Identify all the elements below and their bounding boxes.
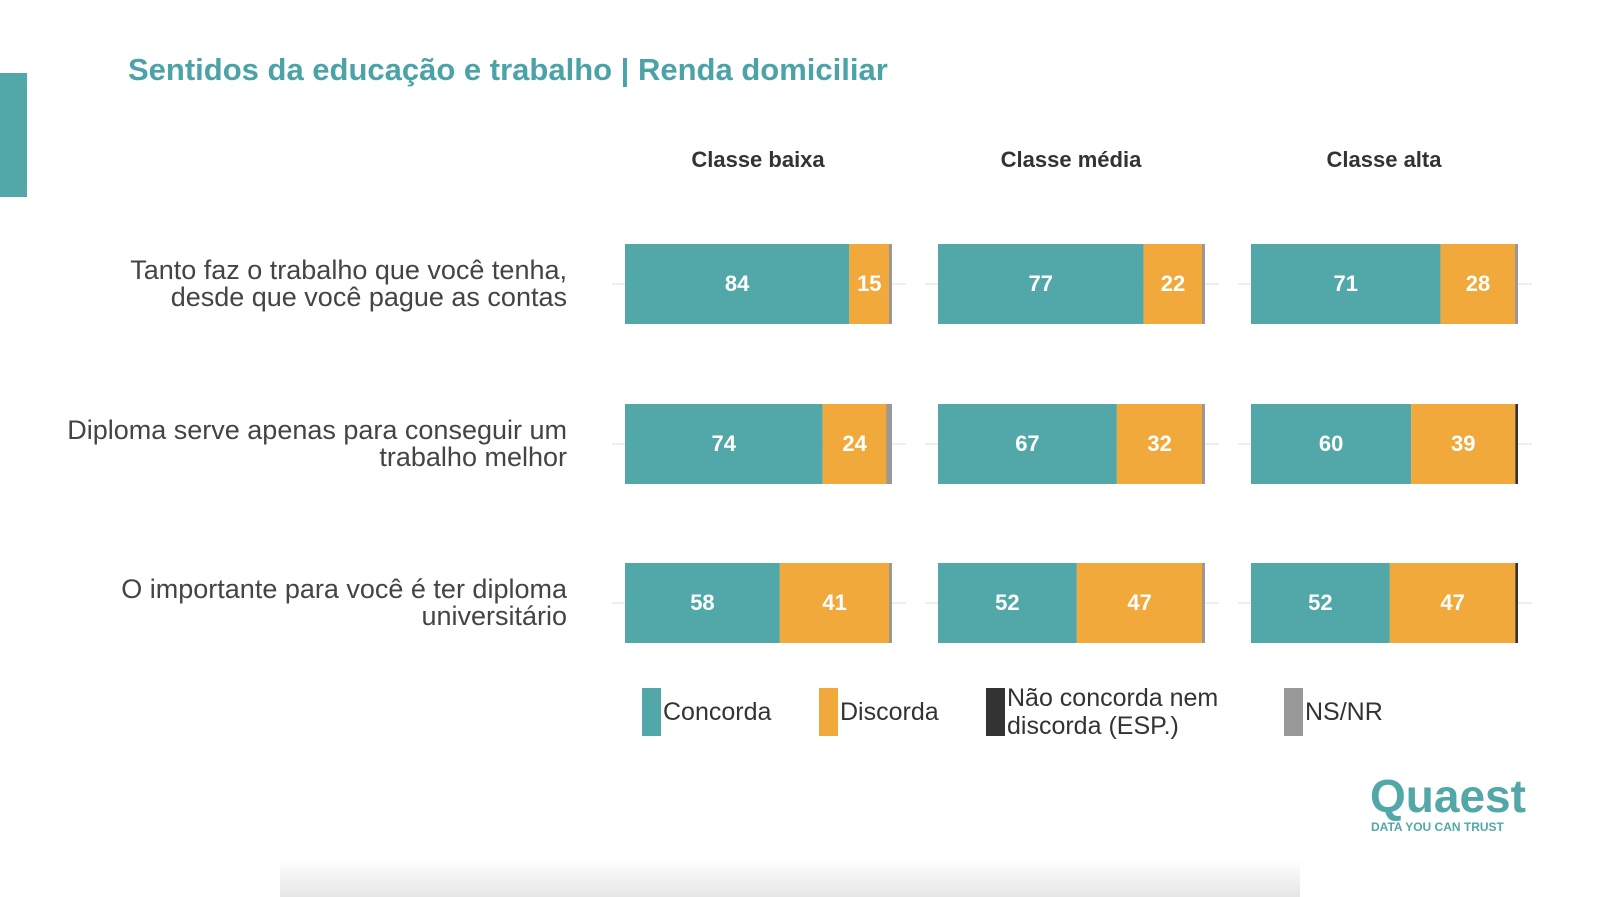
- legend-swatch: [642, 688, 661, 736]
- value-label: 41: [822, 590, 846, 615]
- bar-segment: [1076, 563, 1203, 643]
- value-label: 32: [1147, 431, 1171, 456]
- value-label: 24: [842, 431, 867, 456]
- bar-group: 67 32 0: [938, 404, 1223, 484]
- value-label: 60: [1319, 431, 1343, 456]
- shadow: [280, 860, 1300, 897]
- value-label: 47: [1127, 590, 1151, 615]
- value-label: 67: [1015, 431, 1039, 456]
- accent-bar: [0, 73, 27, 197]
- bar-segment: [625, 244, 850, 324]
- chart-title: Sentidos da educação e trabalho | Renda …: [128, 52, 888, 87]
- value-label: 0: [1211, 271, 1223, 296]
- value-label: 0: [896, 431, 908, 456]
- bar-segment: [1515, 563, 1518, 643]
- value-label: 0: [898, 271, 910, 296]
- bar-group: 71 28 0: [1251, 244, 1536, 324]
- bar-segment: [1143, 244, 1203, 324]
- bar-segment: [938, 563, 1077, 643]
- bar-segment: [1515, 404, 1518, 484]
- bar-segment: [849, 244, 890, 324]
- value-label: 28: [1466, 271, 1490, 296]
- value-label: 47: [1440, 590, 1464, 615]
- bar-segment: [1251, 563, 1390, 643]
- bar-segment: [889, 563, 892, 643]
- bar-group: 52 47 1: [1251, 563, 1536, 643]
- category-label: Diploma serve apenas para conseguir um t…: [67, 415, 567, 472]
- bar-segment: [625, 404, 823, 484]
- value-label: 1: [1524, 590, 1536, 615]
- bar-segment: [1251, 404, 1412, 484]
- panel-title: Classe baixa: [691, 147, 825, 172]
- legend-label: Discorda: [840, 698, 939, 726]
- bar-segment: [1389, 563, 1516, 643]
- panel-title: Classe alta: [1327, 147, 1443, 172]
- value-label: 74: [712, 431, 737, 456]
- bar-segment: [625, 563, 780, 643]
- bar-segment: [1202, 563, 1205, 643]
- value-label: 0: [898, 590, 910, 615]
- bar-segment: [938, 244, 1144, 324]
- value-label: 77: [1029, 271, 1053, 296]
- logo-name: Quaest: [1370, 770, 1526, 822]
- value-label: 71: [1334, 271, 1358, 296]
- bar-segment: [822, 404, 887, 484]
- bar-segment: [1202, 244, 1205, 324]
- value-label: 58: [690, 590, 714, 615]
- value-label: 15: [857, 271, 881, 296]
- category-label: O importante para você é ter diploma uni…: [121, 574, 567, 631]
- bar-group: 84 15 0: [625, 244, 910, 324]
- value-label: 0: [1211, 590, 1223, 615]
- category-label: Tanto faz o trabalho que você tenha, des…: [130, 255, 567, 312]
- bar-segment: [886, 404, 892, 484]
- bar-segment: [1411, 404, 1516, 484]
- bar-segment: [1202, 404, 1205, 484]
- legend-swatch: [819, 688, 838, 736]
- bar-group: 74 24 0: [625, 404, 908, 484]
- legend-swatch: [986, 688, 1005, 736]
- legend-label: Não concorda nem discorda (ESP.): [1007, 684, 1219, 740]
- bar-segment: [779, 563, 890, 643]
- bar-segment: [1515, 244, 1518, 324]
- legend-label: NS/NR: [1305, 698, 1383, 726]
- legend-label: Concorda: [663, 698, 772, 726]
- bar-group: 52 47 0: [938, 563, 1223, 643]
- value-label: 1: [1524, 431, 1536, 456]
- value-label: 0: [1211, 431, 1223, 456]
- value-label: 84: [725, 271, 750, 296]
- value-label: 39: [1451, 431, 1475, 456]
- value-label: 0: [1524, 271, 1536, 296]
- bar-segment: [1440, 244, 1516, 324]
- bar-group: 58 41 0: [625, 563, 910, 643]
- value-label: 22: [1161, 271, 1185, 296]
- bar-group: 60 39 1: [1251, 404, 1536, 484]
- value-label: 52: [995, 590, 1019, 615]
- panel-title: Classe média: [1001, 147, 1142, 172]
- value-label: 52: [1308, 590, 1332, 615]
- bar-segment: [889, 244, 892, 324]
- legend-swatch: [1284, 688, 1303, 736]
- bar-segment: [1116, 404, 1203, 484]
- bar-segment: [1251, 244, 1441, 324]
- logo-tagline: DATA YOU CAN TRUST: [1371, 820, 1505, 834]
- bar-segment: [938, 404, 1117, 484]
- bar-group: 77 22 0: [938, 244, 1223, 324]
